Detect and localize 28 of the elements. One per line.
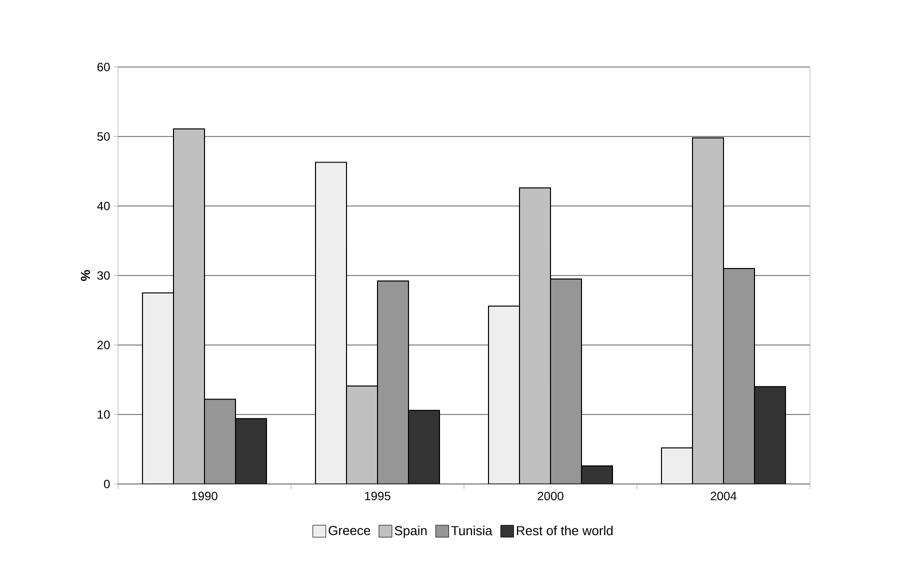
y-tick-label: 10 — [98, 410, 110, 419]
bar — [174, 128, 205, 484]
y-tick-label: 30 — [97, 271, 110, 280]
y-tick-label: 0 — [104, 480, 110, 488]
legend-label: Spain — [394, 526, 427, 538]
y-tick-label: 50 — [97, 132, 110, 141]
legend-label: Tunisia — [451, 526, 492, 536]
bar — [488, 306, 520, 484]
bar — [754, 386, 786, 484]
y-axis-title: % — [80, 270, 90, 281]
bar — [581, 465, 614, 484]
bar — [346, 385, 378, 484]
x-tick-label: 1995 — [365, 492, 390, 500]
y-tick-label: 60 — [97, 62, 110, 72]
legend-label: Rest of the world — [516, 526, 613, 536]
x-tick-label: 2004 — [710, 492, 736, 500]
legend-label: Greece — [328, 526, 370, 536]
bar — [408, 410, 440, 484]
bar — [519, 187, 552, 484]
bar — [142, 292, 174, 484]
bar — [692, 137, 724, 484]
y-tick-label: 40 — [97, 202, 110, 210]
x-tick-label: 2000 — [538, 492, 564, 500]
bar — [315, 162, 348, 484]
bar — [661, 447, 693, 484]
x-tick-label: 1990 — [192, 492, 218, 500]
bar — [236, 418, 267, 484]
y-tick-label: 20 — [97, 340, 110, 350]
